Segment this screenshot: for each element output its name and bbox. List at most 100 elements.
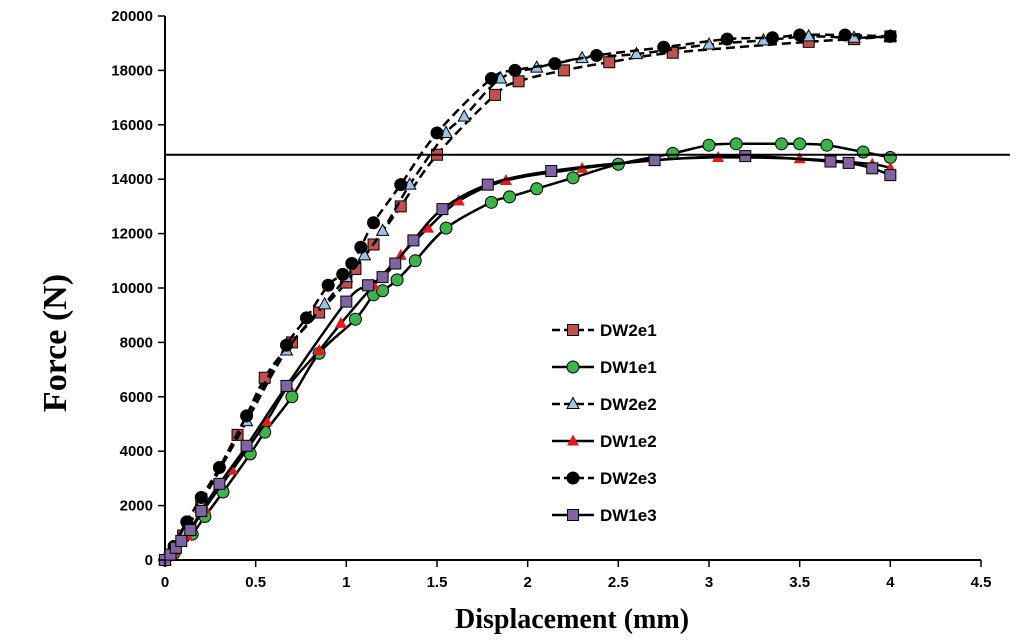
series-dw1e3 (159, 150, 897, 566)
data-point (321, 278, 335, 292)
series-line-dw1e3 (164, 154, 891, 561)
data-point (884, 169, 897, 182)
y-axis-title: Force (N) (37, 274, 74, 412)
data-point (394, 178, 408, 192)
x-tick-label: 2.5 (608, 574, 629, 591)
y-tick-label: 16000 (111, 117, 153, 134)
legend-label: DW2e2 (600, 395, 657, 414)
data-point (548, 57, 562, 71)
series-line-dw1e2 (164, 156, 891, 561)
x-tick-label: 0 (161, 574, 169, 591)
x-tick-label: 4 (886, 574, 895, 591)
data-point (345, 257, 359, 271)
data-point (389, 257, 402, 270)
data-point (489, 88, 502, 101)
data-point (883, 29, 897, 43)
legend-item-dw2e3: DW2e3 (552, 469, 657, 488)
x-tick-label: 1.5 (427, 574, 448, 591)
data-point (280, 379, 293, 392)
data-point (407, 234, 420, 247)
data-point (175, 534, 188, 547)
data-point (566, 171, 580, 185)
legend-marker (566, 360, 580, 374)
data-point (348, 312, 362, 326)
data-point (512, 75, 525, 88)
legend-marker (567, 434, 579, 446)
data-point (240, 409, 254, 423)
data-point (484, 72, 498, 86)
series-dw2e3 (158, 28, 897, 567)
data-point (357, 247, 372, 261)
y-tick-label: 10000 (111, 280, 153, 297)
series-line-dw2e2 (164, 35, 891, 561)
data-point (702, 37, 716, 50)
y-tick-label: 6000 (120, 389, 153, 406)
data-point (421, 221, 434, 233)
data-point (866, 162, 879, 175)
data-point (430, 126, 444, 140)
data-point (603, 56, 616, 69)
legend-item-dw2e1: DW2e1 (552, 321, 657, 340)
data-point (530, 182, 544, 196)
data-point (279, 338, 293, 352)
data-point (376, 271, 389, 284)
data-point (883, 150, 897, 164)
data-point (702, 138, 716, 152)
data-point (793, 28, 807, 42)
legend-item-dw1e2: DW1e2 (552, 432, 657, 451)
data-point (340, 295, 353, 308)
data-point (629, 46, 644, 60)
x-tick-label: 1 (342, 574, 350, 591)
y-tick-label: 4000 (120, 443, 153, 460)
data-point (376, 284, 390, 298)
legend-marker (566, 396, 580, 409)
data-point (362, 279, 375, 292)
series-dw2e1 (159, 30, 897, 566)
data-point (590, 48, 604, 62)
data-point (439, 221, 453, 235)
data-point (195, 505, 208, 518)
data-point (390, 273, 404, 287)
data-point (739, 150, 752, 163)
legend-marker (566, 471, 580, 485)
data-point (452, 194, 465, 206)
legend-label: DW1e3 (600, 506, 657, 525)
data-point (299, 311, 313, 325)
x-tick-label: 3.5 (789, 574, 810, 591)
data-point (648, 154, 661, 167)
y-tick-label: 14000 (111, 171, 153, 188)
y-tick-label: 12000 (111, 226, 153, 243)
x-tick-label: 2 (523, 574, 531, 591)
data-point (240, 439, 253, 452)
data-point (375, 223, 390, 236)
data-point (657, 40, 671, 54)
data-point (212, 461, 226, 475)
data-point (729, 137, 743, 151)
data-point (367, 216, 381, 230)
legend-item-dw2e2: DW2e2 (552, 395, 657, 414)
data-point (842, 156, 855, 169)
legend-label: DW2e1 (600, 321, 657, 340)
legend-label: DW1e1 (600, 358, 657, 377)
legend-item-dw1e1: DW1e1 (552, 358, 657, 377)
series-dw1e2 (159, 150, 897, 565)
series-line-dw1e1 (164, 142, 891, 562)
y-tick-label: 0 (145, 552, 153, 569)
x-tick-label: 0.5 (245, 574, 266, 591)
data-point (503, 190, 517, 204)
legend-label: DW1e2 (600, 432, 657, 451)
data-point (838, 28, 852, 42)
y-tick-label: 20000 (111, 8, 153, 25)
series-line-dw2e1 (164, 35, 891, 561)
data-point (394, 200, 407, 213)
x-tick-label: 3 (705, 574, 713, 591)
data-point (354, 240, 368, 254)
data-point (545, 165, 558, 178)
data-point (394, 248, 407, 260)
legend-label: DW2e3 (600, 469, 657, 488)
data-point (457, 109, 472, 122)
data-point (481, 178, 494, 191)
data-point (856, 145, 870, 159)
legend-item-dw1e3: DW1e3 (552, 506, 657, 525)
